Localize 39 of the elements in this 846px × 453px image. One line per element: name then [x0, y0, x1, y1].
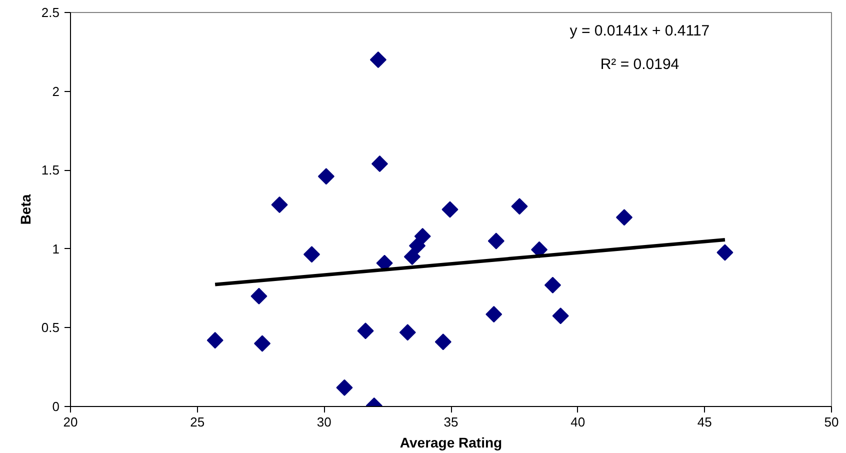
- x-tick-label: 35: [444, 414, 458, 430]
- x-tick-label: 30: [316, 414, 332, 430]
- annotation: y = 0.0141x + 0.4117: [570, 22, 710, 40]
- x-tick-label: 20: [63, 414, 78, 430]
- point: [488, 232, 504, 250]
- point: [336, 379, 353, 396]
- annotation: R² = 0.0194: [600, 56, 680, 73]
- x-tick-label: 25: [190, 414, 205, 430]
- point: [271, 196, 288, 214]
- point: [357, 322, 374, 340]
- y-tick-label: 2.5: [41, 5, 60, 20]
- y-tick-label: 1.5: [41, 162, 60, 178]
- point: [414, 228, 431, 245]
- point: [303, 246, 320, 263]
- point: [371, 156, 388, 172]
- point: [318, 168, 334, 185]
- point: [254, 335, 271, 352]
- y-tick-label: 2: [52, 84, 60, 99]
- point: [370, 52, 386, 68]
- y-axis-title: Beta: [17, 194, 34, 225]
- point: [404, 248, 420, 266]
- point: [399, 324, 416, 341]
- point: [442, 201, 458, 218]
- x-axis-title: Average Rating: [400, 434, 502, 450]
- y-tick-label: 0: [52, 399, 60, 414]
- x-tick-label: 40: [570, 414, 586, 430]
- point: [511, 198, 528, 215]
- point: [552, 308, 569, 324]
- point: [616, 209, 633, 226]
- y-tick-label: 0.5: [41, 320, 60, 336]
- point: [486, 306, 502, 323]
- point: [250, 288, 268, 304]
- point: [544, 276, 561, 294]
- point: [716, 244, 734, 261]
- y-tick-label: 1: [52, 241, 60, 256]
- point: [206, 332, 224, 349]
- point: [434, 334, 452, 350]
- x-tick-label: 45: [697, 414, 712, 430]
- x-tick-label: 50: [824, 414, 839, 430]
